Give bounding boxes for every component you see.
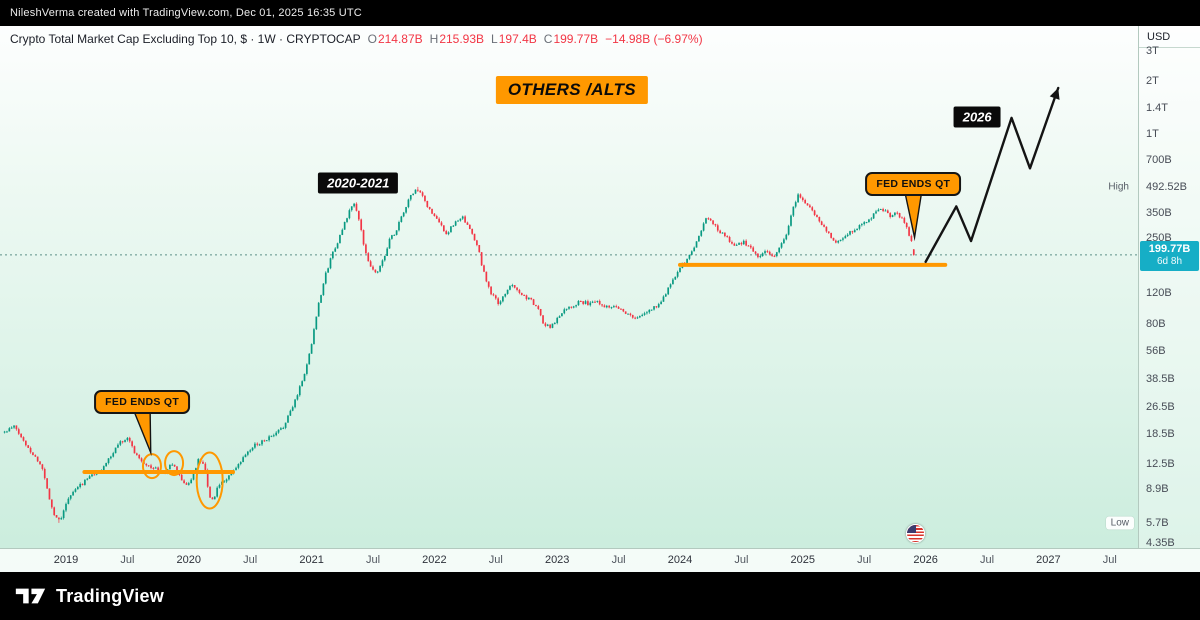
price-tick: 5.7B [1146, 516, 1169, 529]
us-flag-event-icon[interactable] [906, 524, 926, 543]
price-tick: 80B [1146, 317, 1166, 330]
fed-ends-qt-callout[interactable]: FED ENDS QT [94, 389, 191, 414]
price-tick: 12.5B [1146, 457, 1175, 470]
time-tick: Jul [488, 554, 503, 566]
price-tick: 56B [1146, 344, 1166, 357]
bar-countdown: 6d 8h [1156, 256, 1183, 268]
currency-label: USD [1139, 26, 1200, 48]
ohlc-value: 199.77B [553, 32, 599, 46]
price-tick: 2T [1146, 75, 1159, 88]
ohlc-value: 214.87B [377, 32, 423, 46]
price-tick: 350B [1146, 206, 1172, 219]
time-tick: 2026 [913, 554, 938, 566]
change-value: −14.98B (−6.97%) [605, 32, 703, 46]
price-tick: 700B [1146, 154, 1172, 167]
attribution-bar: NileshVerma created with TradingView.com… [0, 0, 1200, 26]
last-price-value: 199.77B [1148, 242, 1191, 255]
time-tick: 2024 [667, 554, 693, 566]
attribution-text: NileshVerma created with TradingView.com… [10, 7, 362, 19]
price-tick: 26.5B [1146, 401, 1175, 414]
time-tick: Jul [734, 554, 749, 566]
low-price-text: Low [1110, 517, 1129, 529]
price-chart-canvas[interactable] [0, 26, 1138, 548]
time-tick: Jul [611, 554, 626, 566]
symbol-title[interactable]: Crypto Total Market Cap Excluding Top 10… [10, 32, 361, 46]
text-label-annotation[interactable]: OTHERS /ALTS [495, 76, 649, 105]
ohlc-letter: L [491, 32, 498, 46]
time-tick: 2025 [790, 554, 816, 566]
time-tick: Jul [243, 554, 258, 566]
price-tick: 18.5B [1146, 428, 1175, 441]
annotations-layer: OTHERS /ALTS 2020-2021 2026 FED ENDS QT FED … [0, 26, 1138, 548]
price-tick: 38.5B [1146, 372, 1175, 385]
price-tick: 120B [1146, 287, 1172, 300]
time-tick: Jul [365, 554, 381, 566]
text-label-annotation[interactable]: 2020-2021 [318, 172, 399, 194]
ohlc-letter: H [429, 32, 439, 46]
tradingview-logo-icon[interactable] [14, 583, 47, 609]
time-axis[interactable]: 2019 Jul 2020 Jul 2021 Jul 2022 Jul 2023 Jul 2024 J… [0, 548, 1200, 572]
time-tick: 2021 [299, 554, 324, 566]
high-price-text: High [1108, 181, 1129, 193]
chart-area: OTHERS /ALTS 2020-2021 2026 FED ENDS QT FED … [0, 26, 1200, 572]
time-tick: Jul [120, 554, 135, 566]
ohlc-letter: O [367, 32, 377, 46]
fed-ends-qt-callout[interactable]: FED ENDS QT [865, 172, 962, 197]
currency-text: USD [1147, 30, 1171, 43]
ohlc-values: O214.87B H215.93B L197.4B C199.77B [361, 32, 599, 46]
high-price-label: High [1103, 180, 1134, 193]
text-label-annotation[interactable]: 2026 [953, 106, 1001, 128]
tradingview-wordmark[interactable]: TradingView [56, 585, 164, 606]
footer-bar: TradingView [0, 572, 1200, 620]
chart-pane[interactable]: OTHERS /ALTS 2020-2021 2026 FED ENDS QT FED … [0, 26, 1138, 548]
time-tick: 2019 [53, 554, 79, 566]
ohlc-value: 197.4B [498, 32, 537, 46]
ohlc-value: 215.93B [439, 32, 485, 46]
last-price-badge: 199.77B 6d 8h [1140, 240, 1199, 272]
ohlc-letter: C [543, 32, 553, 46]
price-tick: 1.4T [1146, 102, 1169, 115]
price-tick: 492.52B [1146, 180, 1187, 193]
low-price-label: Low [1105, 516, 1134, 530]
price-tick: 3T [1146, 44, 1159, 57]
price-tick: 4.35B [1146, 537, 1175, 550]
symbol-legend: Crypto Total Market Cap Excluding Top 10… [10, 32, 703, 46]
time-tick: 2022 [422, 554, 447, 566]
price-tick: 8.9B [1146, 483, 1169, 496]
time-tick: 2023 [544, 554, 570, 566]
price-axis[interactable]: USD 3T 2T 1.4T 1T 700B 492.52B 350B 250B 120B 80B… [1138, 26, 1200, 550]
us-flag-canton [907, 525, 917, 533]
time-tick: 2020 [176, 554, 202, 566]
time-tick: Jul [979, 554, 995, 566]
time-tick: Jul [857, 554, 872, 566]
price-tick: 1T [1146, 127, 1159, 140]
time-tick: 2027 [1036, 554, 1061, 566]
time-tick: Jul [1102, 554, 1117, 566]
